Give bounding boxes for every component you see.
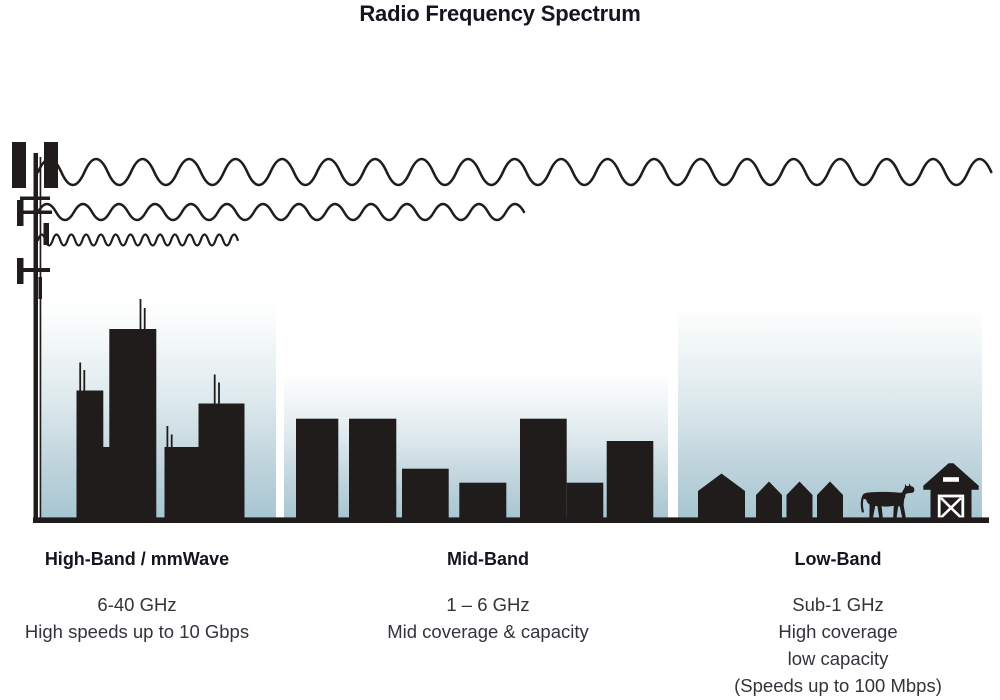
barn-roof (923, 463, 979, 490)
band-frequency-high: 6-40 GHz (97, 594, 177, 615)
band-description-low-2: low capacity (787, 648, 889, 669)
low-rise-building (102, 447, 110, 518)
ground-line (33, 517, 989, 523)
band-frequency-low: Sub-1 GHz (792, 594, 884, 615)
high-band-skyline (76, 299, 245, 518)
mid-building (402, 468, 449, 518)
band-label-mid: Mid-Band 1 – 6 GHz Mid coverage & capaci… (368, 549, 608, 645)
band-description-low-3: (Speeds up to 100 Mbps) (734, 675, 942, 696)
band-details-mid: 1 – 6 GHz Mid coverage & capacity (368, 591, 608, 645)
band-label-low: Low-Band Sub-1 GHz High coverage low cap… (718, 549, 958, 699)
mid-band-wave-medium-wavelength (36, 202, 526, 222)
band-details-low: Sub-1 GHz High coverage low capacity (Sp… (718, 591, 958, 699)
antenna-panel-right (44, 142, 58, 188)
cow-tail (860, 493, 866, 513)
house (756, 481, 782, 518)
band-description-low-1: High coverage (778, 621, 898, 642)
skyscraper (109, 329, 157, 518)
band-heading-low: Low-Band (794, 549, 882, 569)
high-band-wave-short-wavelength (36, 233, 239, 247)
house (698, 473, 745, 518)
skyscraper (198, 403, 245, 518)
band-description-mid: Mid coverage & capacity (387, 621, 589, 642)
mid-building (520, 418, 567, 518)
mid-building (459, 482, 507, 518)
barn-door-cross-brace (940, 497, 962, 519)
low-band-rural-scene (698, 463, 979, 519)
band-label-high: High-Band / mmWave 6-40 GHz High speeds … (17, 549, 257, 645)
band-description-high: High speeds up to 10 Gbps (24, 621, 250, 642)
cell-tower (12, 142, 58, 518)
band-heading-mid: Mid-Band (447, 549, 529, 569)
page-title: Radio Frequency Spectrum (359, 1, 641, 26)
barn (923, 463, 979, 519)
low-band-wave-long-wavelength (36, 157, 993, 187)
skyscraper (76, 390, 104, 518)
mid-building (349, 418, 397, 518)
house (817, 481, 843, 518)
barn-loft-vent (943, 477, 959, 482)
antenna-panel-left (12, 142, 26, 188)
mid-rise-building (164, 447, 199, 518)
band-details-high: 6-40 GHz High speeds up to 10 Gbps (17, 591, 257, 645)
band-heading-high: High-Band / mmWave (44, 549, 230, 569)
mid-building (566, 482, 604, 518)
band-frequency-mid: 1 – 6 GHz (446, 594, 530, 615)
house (786, 481, 813, 518)
cow (860, 483, 915, 518)
mid-building (606, 441, 654, 518)
mid-building (296, 418, 339, 518)
mid-band-skyline (296, 418, 654, 518)
